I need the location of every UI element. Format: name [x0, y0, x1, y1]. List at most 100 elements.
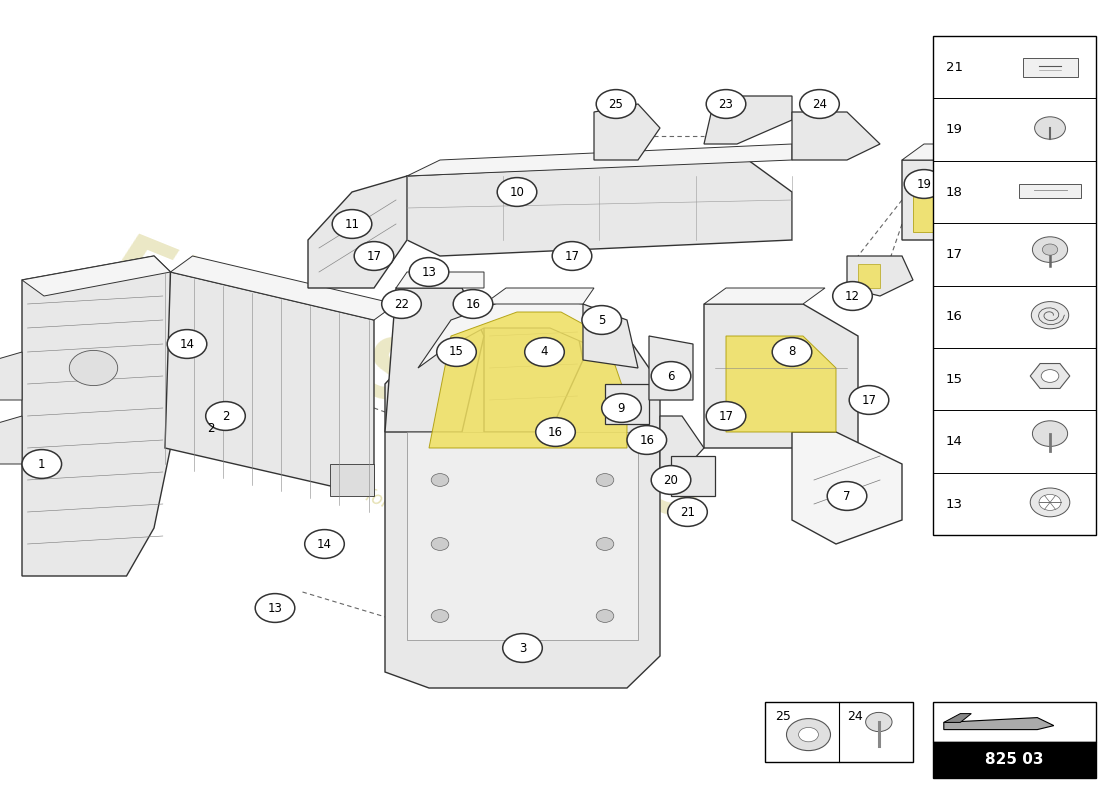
Circle shape [305, 530, 344, 558]
Text: 16: 16 [639, 434, 654, 446]
Text: 13: 13 [946, 498, 962, 510]
Polygon shape [671, 456, 715, 496]
Text: 19: 19 [946, 123, 962, 136]
Polygon shape [847, 256, 913, 296]
Circle shape [596, 538, 614, 550]
Circle shape [582, 306, 621, 334]
Circle shape [22, 450, 62, 478]
Circle shape [255, 594, 295, 622]
Circle shape [799, 727, 818, 742]
Circle shape [786, 718, 830, 750]
Circle shape [651, 466, 691, 494]
Text: 825 03: 825 03 [984, 752, 1044, 767]
Circle shape [1031, 488, 1070, 517]
Polygon shape [764, 702, 913, 762]
Polygon shape [605, 384, 649, 424]
Polygon shape [429, 312, 627, 448]
Polygon shape [484, 288, 594, 304]
Circle shape [1032, 302, 1069, 329]
Circle shape [69, 350, 118, 386]
Circle shape [525, 338, 564, 366]
Polygon shape [858, 264, 880, 288]
Polygon shape [407, 432, 638, 640]
Polygon shape [704, 288, 825, 304]
Circle shape [382, 290, 421, 318]
Text: 14: 14 [179, 338, 195, 350]
Circle shape [800, 90, 839, 118]
Text: 7: 7 [844, 490, 850, 502]
Text: 18: 18 [946, 186, 962, 198]
Circle shape [904, 170, 944, 198]
Circle shape [833, 282, 872, 310]
Polygon shape [170, 256, 396, 320]
Text: 3: 3 [519, 642, 526, 654]
Polygon shape [649, 336, 693, 400]
Circle shape [552, 242, 592, 270]
Text: 10: 10 [509, 186, 525, 198]
Polygon shape [792, 112, 880, 160]
Text: 13: 13 [267, 602, 283, 614]
Circle shape [668, 498, 707, 526]
Text: 25: 25 [776, 710, 791, 722]
Text: 24: 24 [847, 710, 864, 722]
Text: 17: 17 [946, 248, 962, 261]
Polygon shape [22, 256, 170, 576]
Circle shape [437, 338, 476, 366]
Text: 17: 17 [861, 394, 877, 406]
Text: 4: 4 [541, 346, 548, 358]
Text: 2: 2 [208, 422, 214, 434]
Text: 25: 25 [608, 98, 624, 110]
Polygon shape [0, 416, 22, 464]
Circle shape [1033, 237, 1068, 262]
Circle shape [1042, 370, 1059, 382]
Text: 5: 5 [598, 314, 605, 326]
Text: 17: 17 [564, 250, 580, 262]
Circle shape [866, 713, 892, 731]
Circle shape [602, 394, 641, 422]
Text: 17: 17 [366, 250, 382, 262]
Circle shape [849, 386, 889, 414]
Polygon shape [726, 336, 836, 432]
Text: 13: 13 [421, 266, 437, 278]
Circle shape [409, 258, 449, 286]
Polygon shape [933, 702, 1096, 742]
Polygon shape [418, 296, 627, 368]
Polygon shape [1023, 58, 1078, 77]
Text: EUROSPARES: EUROSPARES [95, 226, 719, 542]
Circle shape [965, 170, 1004, 198]
Circle shape [453, 290, 493, 318]
Polygon shape [385, 304, 660, 688]
Polygon shape [944, 714, 971, 722]
Polygon shape [396, 272, 484, 288]
Polygon shape [385, 288, 484, 432]
Polygon shape [660, 416, 704, 472]
Text: 24: 24 [812, 98, 827, 110]
Polygon shape [792, 432, 902, 544]
Text: 14: 14 [317, 538, 332, 550]
Polygon shape [583, 304, 638, 368]
Text: 6: 6 [668, 370, 674, 382]
Circle shape [1033, 421, 1068, 446]
Text: 16: 16 [548, 426, 563, 438]
Text: 17: 17 [718, 410, 734, 422]
Circle shape [431, 610, 449, 622]
Polygon shape [902, 144, 990, 160]
Circle shape [772, 338, 812, 366]
Circle shape [431, 474, 449, 486]
Polygon shape [308, 176, 407, 288]
Polygon shape [594, 104, 660, 160]
Circle shape [627, 426, 667, 454]
Polygon shape [407, 144, 792, 176]
Circle shape [651, 362, 691, 390]
Circle shape [536, 418, 575, 446]
Text: 8: 8 [789, 346, 795, 358]
Circle shape [167, 330, 207, 358]
Circle shape [1043, 244, 1058, 255]
Circle shape [1040, 494, 1062, 510]
Polygon shape [933, 742, 1096, 778]
Circle shape [706, 402, 746, 430]
Text: 1: 1 [39, 458, 45, 470]
Text: 23: 23 [718, 98, 734, 110]
Polygon shape [1020, 184, 1081, 198]
Circle shape [827, 482, 867, 510]
